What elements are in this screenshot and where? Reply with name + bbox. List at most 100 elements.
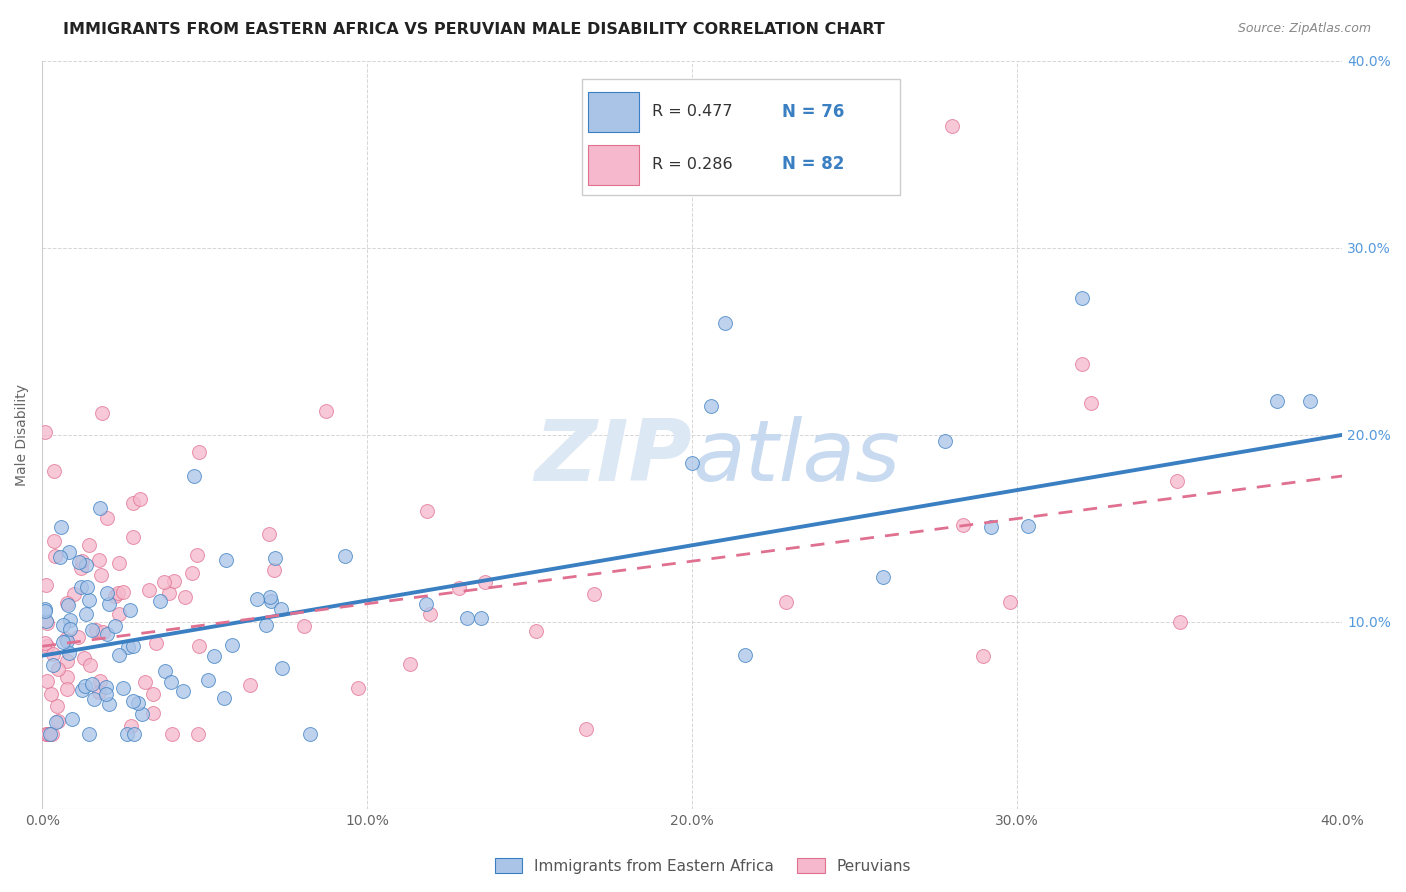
Point <box>96 511 118 525</box>
Point <box>972 649 994 664</box>
Point <box>35 639 58 653</box>
Point <box>69 580 91 594</box>
Point <box>75 558 97 573</box>
Point <box>83 691 105 706</box>
Point <box>39 687 62 701</box>
Point <box>122 639 145 653</box>
Point <box>97 597 120 611</box>
Point <box>107 607 129 621</box>
Point <box>93 624 115 639</box>
Point <box>46 699 69 714</box>
Point <box>415 597 437 611</box>
Point <box>1168 615 1191 629</box>
Point <box>87 553 110 567</box>
Point <box>35 727 58 741</box>
Point <box>335 549 357 563</box>
Point <box>60 712 83 726</box>
Point <box>56 669 79 683</box>
Point <box>118 603 141 617</box>
Point <box>162 574 184 589</box>
Point <box>1080 395 1102 409</box>
Point <box>35 578 58 592</box>
Point <box>70 561 93 575</box>
Text: ZIP: ZIP <box>534 416 692 499</box>
Point <box>67 630 90 644</box>
Point <box>1071 357 1094 371</box>
Point <box>259 590 281 604</box>
Point <box>1071 291 1094 305</box>
Point <box>37 615 59 630</box>
Point <box>80 623 103 637</box>
Point <box>574 723 596 737</box>
Point <box>122 496 145 510</box>
Point <box>263 551 285 566</box>
Point <box>713 316 735 330</box>
Y-axis label: Male Disability: Male Disability <box>15 384 30 486</box>
Point <box>681 456 703 470</box>
Point <box>76 581 98 595</box>
Point <box>89 500 111 515</box>
Point <box>138 583 160 598</box>
Point <box>75 607 97 621</box>
Point <box>34 602 56 616</box>
Point <box>142 687 165 701</box>
Point <box>52 618 75 632</box>
Point <box>298 727 321 741</box>
Point <box>257 526 280 541</box>
Point <box>120 719 142 733</box>
Point <box>152 574 174 589</box>
Point <box>159 586 181 600</box>
Point <box>97 697 120 711</box>
Point <box>187 444 209 458</box>
Point <box>173 590 195 604</box>
Point <box>181 566 204 580</box>
Point <box>117 640 139 654</box>
Point <box>58 646 80 660</box>
Point <box>221 638 243 652</box>
Point <box>108 648 131 662</box>
Point <box>127 696 149 710</box>
Point <box>1299 393 1322 408</box>
Point <box>160 675 183 690</box>
Point <box>260 593 283 607</box>
Point <box>187 639 209 653</box>
Point <box>112 681 135 695</box>
Point <box>63 587 86 601</box>
Point <box>49 519 72 533</box>
Point <box>90 568 112 582</box>
Point <box>89 684 111 698</box>
Point <box>104 619 127 633</box>
Point <box>70 554 93 568</box>
Point <box>111 584 134 599</box>
Point <box>79 657 101 672</box>
Point <box>271 661 294 675</box>
Point <box>56 596 79 610</box>
Point <box>46 662 69 676</box>
Point <box>470 611 492 625</box>
Point <box>91 406 114 420</box>
Point <box>187 727 209 741</box>
Point <box>79 538 101 552</box>
Text: Source: ZipAtlas.com: Source: ZipAtlas.com <box>1237 22 1371 36</box>
Point <box>416 504 439 518</box>
Point <box>56 654 79 668</box>
Point <box>96 626 118 640</box>
Point <box>121 531 143 545</box>
Point <box>96 586 118 600</box>
Point <box>89 674 111 689</box>
Point <box>700 399 723 413</box>
Point <box>37 727 59 741</box>
Point <box>292 619 315 633</box>
Legend: Immigrants from Eastern Africa, Peruvians: Immigrants from Eastern Africa, Peruvian… <box>488 852 918 880</box>
Point <box>55 634 77 648</box>
Point <box>35 614 58 628</box>
Point <box>524 624 547 638</box>
Point <box>84 623 107 637</box>
Point <box>186 548 208 562</box>
Point <box>980 520 1002 534</box>
Text: IMMIGRANTS FROM EASTERN AFRICA VS PERUVIAN MALE DISABILITY CORRELATION CHART: IMMIGRANTS FROM EASTERN AFRICA VS PERUVI… <box>63 22 884 37</box>
Point <box>44 549 66 563</box>
Point <box>34 604 56 618</box>
Point <box>56 682 79 697</box>
Point <box>202 648 225 663</box>
